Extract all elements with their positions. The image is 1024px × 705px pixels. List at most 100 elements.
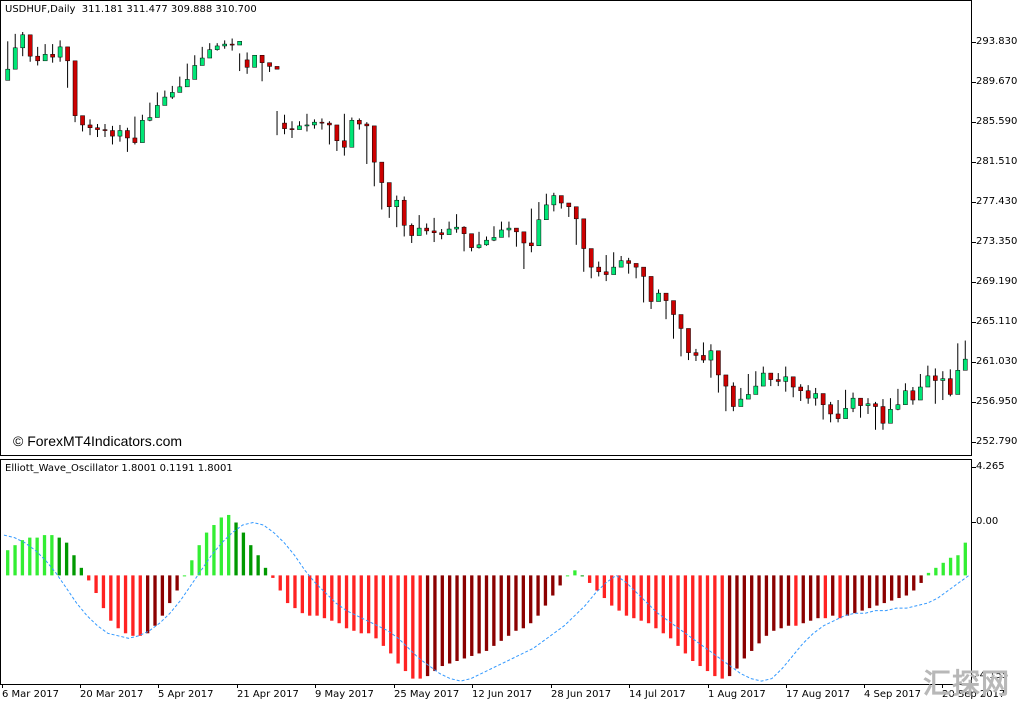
- bear-candle-body: [514, 227, 519, 233]
- oscillator-bar-negative: [587, 575, 592, 583]
- bull-candle-body: [656, 292, 661, 302]
- candle: [626, 257, 631, 274]
- oscillator-bar-positive: [204, 532, 209, 576]
- oscillator-bar-negative: [632, 575, 636, 619]
- candle: [386, 182, 392, 218]
- oscillator-bar-negative: [897, 575, 901, 599]
- oscillator-bar-negative: [529, 575, 533, 624]
- oscillator-bar-positive: [212, 525, 216, 576]
- bear-candle-body: [439, 232, 444, 235]
- oscillator-bar-negative: [779, 575, 783, 629]
- candle: [873, 401, 878, 430]
- candle: [401, 196, 407, 237]
- bear-candle-body: [229, 43, 235, 46]
- candle: [357, 118, 362, 130]
- bear-candle-body: [880, 406, 886, 424]
- oscillator-bar-negative: [610, 575, 614, 606]
- bull-candle-body: [312, 121, 317, 126]
- bear-candle-body: [805, 390, 811, 399]
- bull-candle-body: [865, 403, 871, 406]
- candle: [618, 255, 624, 268]
- bear-candle-body: [693, 352, 699, 356]
- bull-candle-body: [760, 372, 766, 387]
- candle: [663, 292, 669, 320]
- candle: [177, 76, 183, 93]
- oscillator-bar-negative: [661, 575, 665, 634]
- bear-candle-body: [933, 375, 938, 381]
- candle: [252, 54, 257, 68]
- oscillator-bar-negative: [882, 575, 886, 604]
- bear-candle-body: [581, 218, 587, 249]
- bear-candle-body: [573, 206, 579, 220]
- bear-candle-body: [723, 374, 729, 387]
- candle: [798, 384, 803, 401]
- oscillator-bar-negative: [786, 575, 791, 626]
- oscillator-bar-negative: [359, 575, 363, 634]
- oscillator-bar-positive: [941, 562, 945, 576]
- oscillator-bar-positive: [263, 567, 268, 576]
- bull-candle-body: [140, 120, 145, 143]
- candle: [87, 119, 93, 136]
- oscillator-bar-negative: [750, 575, 754, 651]
- candle: [229, 38, 235, 51]
- candle: [746, 374, 751, 400]
- candle: [648, 276, 654, 309]
- date-tick: 4 Sep 2017: [864, 689, 922, 700]
- oscillator-bar-negative: [94, 575, 98, 594]
- bear-candle-body: [596, 266, 602, 273]
- oscillator-pane[interactable]: Elliott_Wave_Oscillator 1.8001 0.1191 1.…: [0, 459, 972, 685]
- oscillator-bar-negative: [300, 575, 304, 614]
- price-tick: 273.350: [971, 236, 1018, 247]
- candle: [933, 368, 938, 404]
- candle: [962, 340, 968, 371]
- bear-candle-body: [371, 125, 377, 163]
- candle: [349, 117, 355, 148]
- bear-candle-body: [701, 355, 706, 361]
- oscillator-bar-positive: [28, 537, 32, 576]
- candle: [790, 376, 796, 398]
- oscillator-bar-positive: [20, 540, 25, 576]
- bear-candle-body: [633, 263, 639, 268]
- bull-candle-body: [192, 65, 198, 80]
- bear-candle-body: [334, 124, 340, 141]
- bear-candle-body: [244, 59, 250, 68]
- bull-candle-body: [618, 260, 624, 268]
- oscillator-tick: 0.00: [971, 516, 999, 527]
- candle: [20, 32, 26, 57]
- bear-candle-body: [820, 393, 826, 405]
- oscillator-bar-positive: [35, 537, 39, 576]
- oscillator-bar-positive: [249, 545, 253, 576]
- candle: [297, 121, 302, 130]
- oscillator-bar-negative: [285, 575, 290, 604]
- oscillator-bar-negative: [484, 575, 489, 651]
- candle: [342, 113, 347, 156]
- candle: [678, 314, 684, 357]
- oscillator-bar-negative: [764, 575, 769, 636]
- candle: [573, 206, 579, 245]
- bear-candle-body: [431, 230, 437, 233]
- bear-candle-body: [663, 292, 669, 301]
- candle: [499, 221, 504, 238]
- bear-candle-body: [461, 226, 467, 234]
- bull-candle-body: [544, 204, 549, 220]
- bull-candle-body: [918, 386, 923, 401]
- price-chart-pane[interactable]: USDHUF,Daily 311.181 311.477 309.888 310…: [0, 0, 972, 456]
- oscillator-bar-negative: [801, 575, 805, 624]
- bear-candle-body: [379, 161, 385, 183]
- bear-candle-body: [50, 54, 55, 58]
- date-tick: 20 Mar 2017: [80, 689, 144, 700]
- candle: [775, 373, 781, 387]
- oscillator-bar-negative: [330, 575, 334, 621]
- bear-candle-body: [319, 121, 325, 124]
- candle: [910, 387, 916, 405]
- candle: [529, 208, 534, 253]
- bull-candle-body: [20, 34, 26, 49]
- bull-candle-body: [214, 45, 220, 50]
- bear-candle-body: [132, 137, 138, 143]
- candle: [184, 63, 190, 88]
- bull-candle-body: [184, 79, 190, 88]
- date-tick: 17 Aug 2017: [786, 689, 851, 700]
- candle: [42, 44, 48, 62]
- oscillator-bar-negative: [912, 575, 916, 591]
- oscillator-bar-negative: [116, 575, 120, 629]
